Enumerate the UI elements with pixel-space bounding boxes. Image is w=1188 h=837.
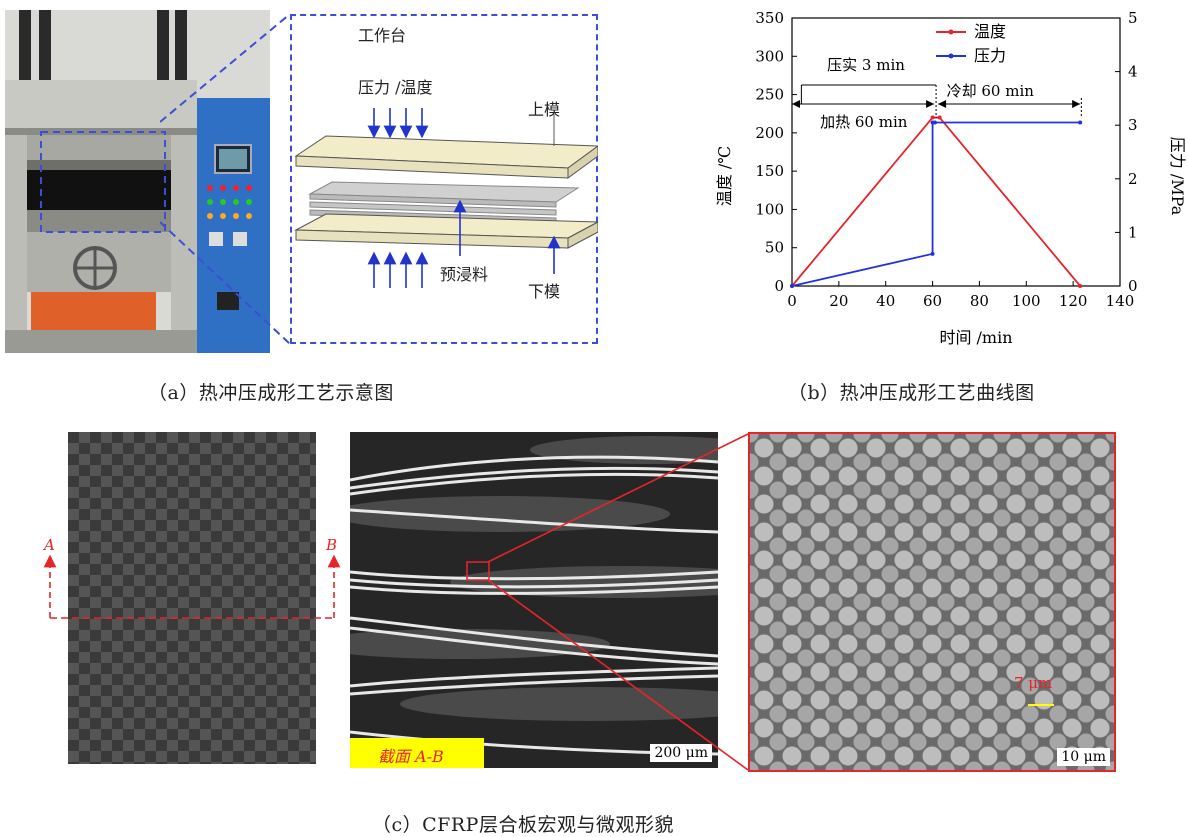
fiber-diameter-label: 7 μm [1014,674,1053,692]
x-tick-label: 140 [1106,292,1135,310]
series-point-1 [937,115,942,120]
series-line-2 [791,121,1081,287]
y-tick-label: 200 [755,124,784,142]
label-b: B [326,536,338,554]
legend-marker-2 [948,53,954,59]
fiber-dots-offset [750,434,1114,770]
prepreg-label: 预浸料 [440,265,489,284]
label-a: A [44,536,55,554]
x-tick-label: 0 [787,292,797,310]
worktable-label: 工作台 [358,26,407,45]
fiber-diameter-arrow [1028,704,1054,706]
cool-arrow-right [1072,100,1081,108]
series-point-2 [932,120,937,125]
y2-tick-label: 5 [1128,9,1138,27]
x-tick-label: 40 [876,292,895,310]
series-point-2 [930,251,935,256]
y-tick-label: 300 [755,47,784,65]
mold-schematic-box: 工作台 压力 /温度 上模 预浸料 下模 [290,14,598,344]
heat-arrow-right [926,100,935,108]
y-tick-label: 350 [755,9,784,27]
section-label-text: 截面 A-B [378,747,444,766]
woven-laminate-photo [68,432,316,764]
plot-frame [791,17,1121,287]
series-point-2 [1078,120,1083,125]
x-tick-label: 60 [923,292,942,310]
scale-bar-macro-label: 200 μm [654,745,708,761]
legend-marker-1 [948,29,954,35]
y2-tick-label: 3 [1128,116,1138,134]
scale-bar-micro-label: 10 μm [1061,749,1106,765]
legend-label-1: 温度 [974,22,1006,41]
y2-tick-label: 2 [1128,170,1138,188]
scale-bar-macro: 200 μm [650,744,712,762]
press-machine-illustration [5,10,270,353]
y2-tick-label: 4 [1128,63,1138,81]
caption-b: （b）热冲压成形工艺曲线图 [788,382,1035,404]
annotation-heat: 加热 60 min [820,113,908,131]
x-tick-label: 120 [1059,292,1088,310]
y-tick-label: 250 [755,86,784,104]
annotation-compact: 压实 3 min [827,56,905,74]
legend-label-2: 压力 [974,46,1006,65]
y2-axis-label: 压力 /MPa [1168,137,1187,216]
y2-tick-label: 0 [1128,277,1138,295]
x-tick-label: 100 [1012,292,1041,310]
series-point-1 [930,115,935,120]
section-line-ab [43,554,341,619]
x-tick-label: 80 [970,292,989,310]
mold-layers-drawing [294,108,598,288]
heat-arrow-left [792,100,800,108]
caption-a: （a）热冲压成形工艺示意图 [148,382,394,404]
series-line-1 [791,116,1081,287]
y-tick-label: 50 [765,239,784,257]
cross-section-micrograph: 截面 A-B 200 μm [350,432,718,768]
series-point-2 [790,284,794,288]
section-label-badge: 截面 A-B [350,738,484,768]
scale-bar-micro: 10 μm [1057,748,1110,766]
fiber-micrograph: 7 μm 10 μm [748,432,1116,772]
annotation-cool: 冷却 60 min [947,82,1035,100]
cool-arrow-left [938,100,947,108]
y-tick-label: 100 [755,200,784,218]
y2-tick-label: 1 [1128,223,1138,241]
y-tick-label: 150 [755,162,784,180]
lower-mold-label: 下模 [528,282,561,301]
x-tick-label: 20 [829,292,848,310]
process-curve-chart: 0 20 40 60 80 100 120 1400501001502002503003500… [715,9,1187,347]
x-axis-label: 时间 /min [939,328,1012,347]
pressure-temperature-label: 压力 /温度 [358,78,433,97]
y-tick-label: 0 [774,277,784,295]
upper-mold-label: 上模 [528,100,561,119]
series-point-1 [1078,284,1083,288]
fiber-bundles-drawing [350,432,718,768]
zoom-lines [487,433,749,771]
y-axis-label: 温度 /℃ [715,146,734,206]
callout-lines [160,13,291,345]
caption-c: （c）CFRP层合板宏观与微观形貌 [372,814,674,836]
